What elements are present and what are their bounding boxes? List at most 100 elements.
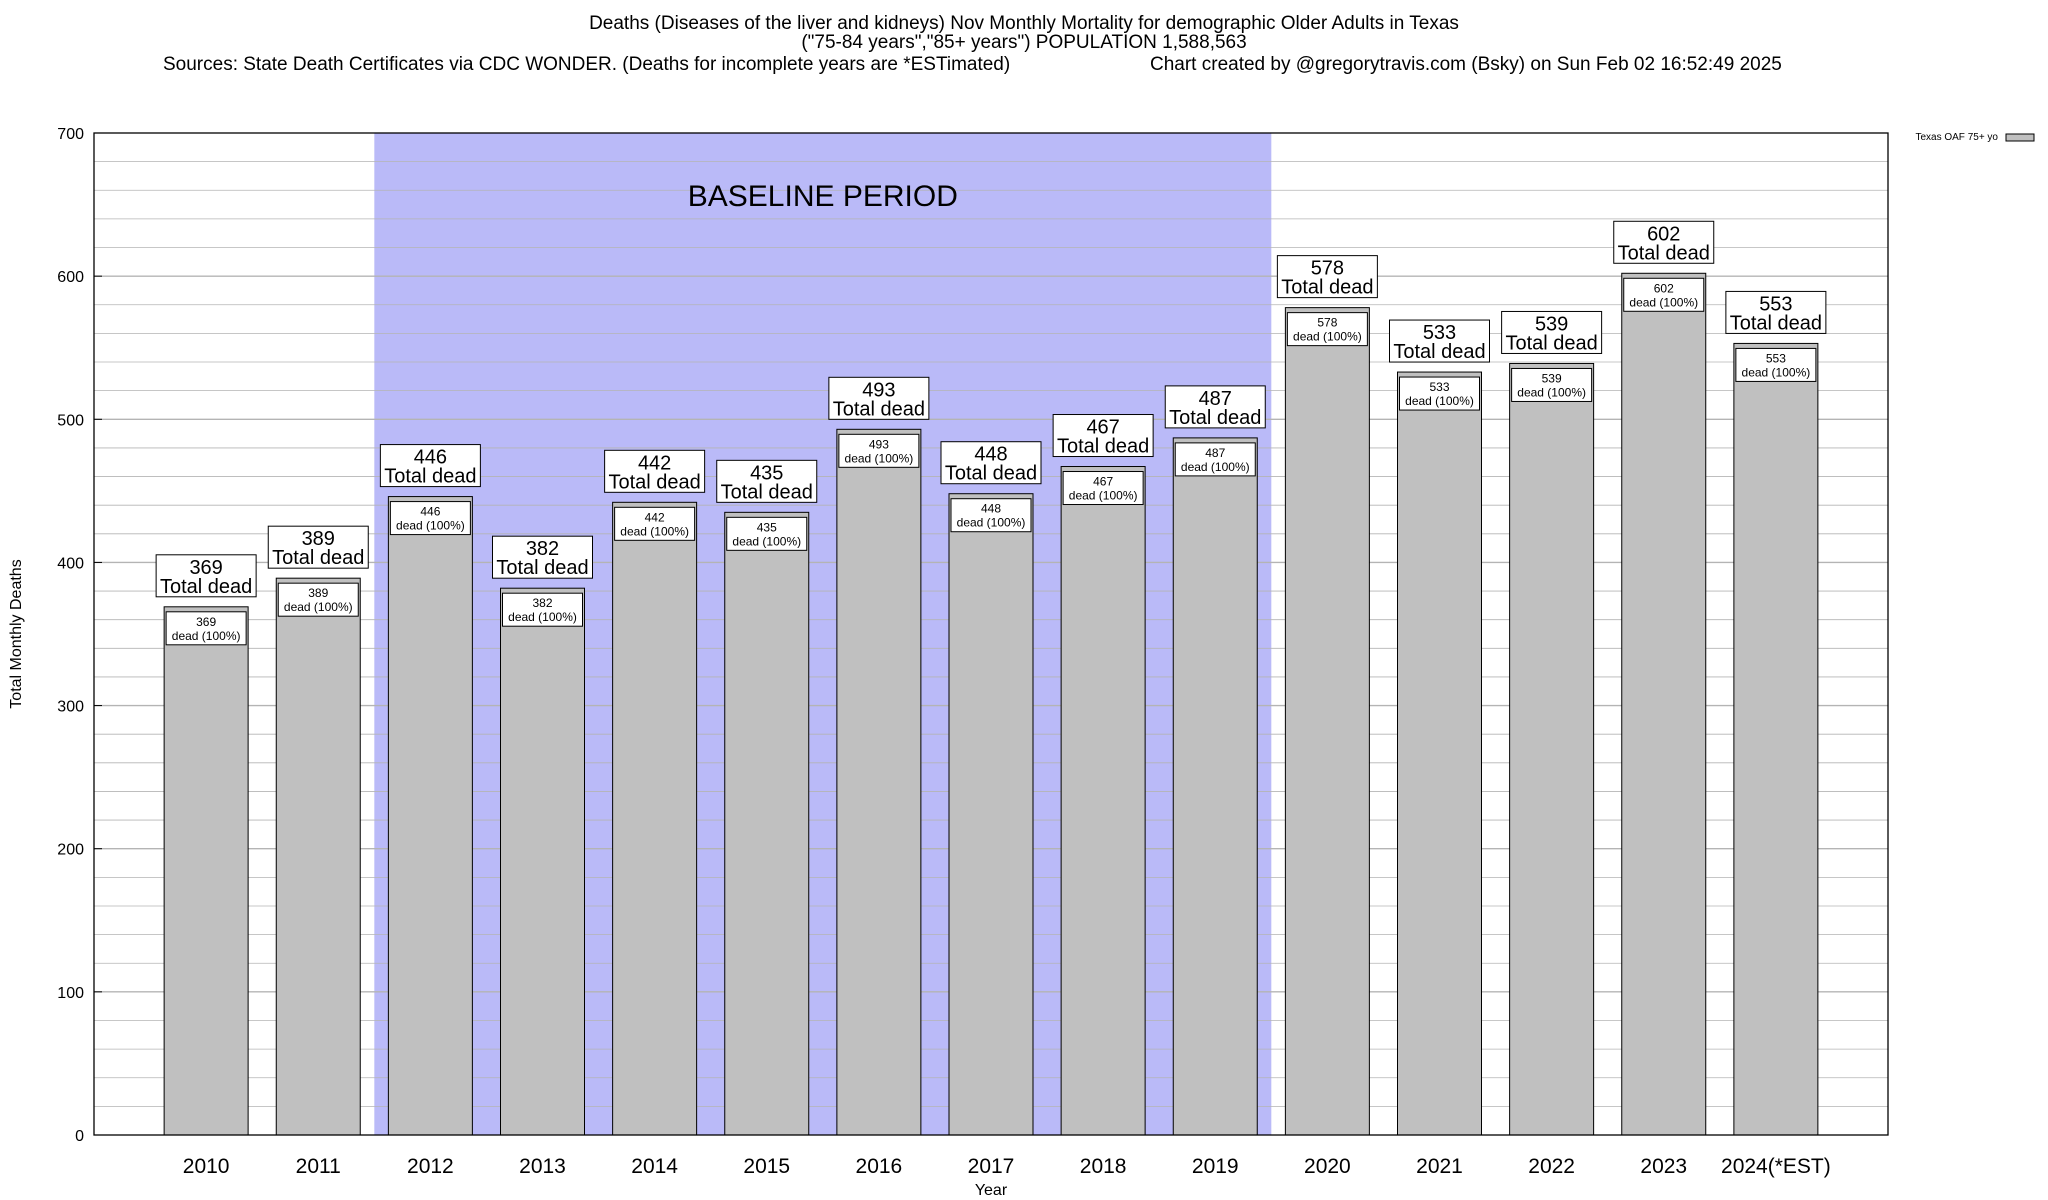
total-label-box xyxy=(267,525,369,569)
total-value-label: 578 xyxy=(1311,258,1344,280)
y-tick-label: 100 xyxy=(57,985,84,1002)
inner-percent-label: dead (100%) xyxy=(620,524,689,538)
inner-percent-label: dead (100%) xyxy=(1517,385,1586,399)
bar xyxy=(1733,342,1819,1136)
total-label-box xyxy=(940,441,1042,485)
y-tick-label: 200 xyxy=(57,842,84,859)
total-label-box xyxy=(1052,414,1154,458)
inner-label-box xyxy=(1511,367,1593,402)
sources-note: Sources: State Death Certificates via CD… xyxy=(163,54,1011,75)
bar xyxy=(836,428,922,1136)
x-tick-label: 2018 xyxy=(1080,1155,1127,1178)
total-text-label: Total dead xyxy=(1169,407,1261,429)
total-text-label: Total dead xyxy=(272,547,364,569)
bar xyxy=(612,501,698,1136)
credit-note: Chart created by @gregorytravis.com (Bsk… xyxy=(1150,54,1782,75)
y-tick-label: 400 xyxy=(57,555,84,572)
inner-label-box xyxy=(1062,471,1144,506)
inner-value-label: 446 xyxy=(420,505,440,519)
x-tick-label: 2021 xyxy=(1416,1155,1463,1178)
bar xyxy=(1509,362,1595,1136)
total-value-label: 533 xyxy=(1423,322,1456,344)
inner-label-box xyxy=(1399,376,1480,411)
inner-value-label: 553 xyxy=(1766,351,1786,365)
total-value-label: 539 xyxy=(1535,313,1568,335)
inner-value-label: 539 xyxy=(1542,371,1562,385)
plot-frame xyxy=(93,132,1889,1136)
total-text-label: Total dead xyxy=(1618,242,1710,264)
total-label-box xyxy=(379,444,481,488)
inner-value-label: 487 xyxy=(1205,446,1225,460)
total-value-label: 442 xyxy=(638,452,671,474)
inner-value-label: 382 xyxy=(532,596,552,610)
total-text-label: Total dead xyxy=(608,471,700,493)
total-label-box xyxy=(828,376,930,420)
inner-percent-label: dead (100%) xyxy=(1405,394,1474,408)
y-tick-label: 0 xyxy=(75,1128,84,1145)
x-tick-label: 2023 xyxy=(1640,1155,1687,1178)
total-text-label: Total dead xyxy=(1393,341,1485,363)
inner-value-label: 369 xyxy=(196,615,216,629)
total-value-label: 435 xyxy=(750,462,783,484)
total-text-label: Total dead xyxy=(496,557,588,579)
x-axis-title: Year xyxy=(975,1182,1008,1199)
inner-value-label: 578 xyxy=(1317,316,1337,330)
title-line-2: ("75-84 years","85+ years") POPULATION 1… xyxy=(801,32,1247,53)
y-axis-title: Total Monthly Deaths xyxy=(8,559,25,708)
total-label-box xyxy=(604,449,706,493)
inner-percent-label: dead (100%) xyxy=(396,519,465,533)
total-text-label: Total dead xyxy=(1057,436,1149,458)
total-label-box xyxy=(1613,220,1715,264)
inner-percent-label: dead (100%) xyxy=(284,600,353,614)
x-tick-label: 2014 xyxy=(631,1155,678,1178)
total-label-box xyxy=(1276,255,1378,299)
legend-label: Texas OAF 75+ yo xyxy=(1915,132,1998,143)
total-value-label: 369 xyxy=(189,557,222,579)
inner-percent-label: dead (100%) xyxy=(1293,330,1362,344)
y-tick-label: 700 xyxy=(57,126,84,143)
total-value-label: 389 xyxy=(302,528,335,550)
total-value-label: 448 xyxy=(974,444,1007,466)
inner-value-label: 448 xyxy=(981,502,1001,516)
x-tick-label: 2010 xyxy=(183,1155,230,1178)
total-value-label: 467 xyxy=(1086,417,1119,439)
legend-swatch xyxy=(2005,133,2035,142)
bar xyxy=(1060,466,1146,1136)
total-label-box xyxy=(1501,310,1603,354)
inner-value-label: 533 xyxy=(1429,380,1449,394)
chart-title: Deaths (Diseases of the liver and kidney… xyxy=(0,14,2048,52)
inner-value-label: 435 xyxy=(757,520,777,534)
y-tick-label: 600 xyxy=(57,269,84,286)
inner-label-box xyxy=(277,582,359,617)
total-text-label: Total dead xyxy=(833,398,925,420)
x-tick-label: 2015 xyxy=(743,1155,790,1178)
total-value-label: 602 xyxy=(1647,223,1680,245)
total-text-label: Total dead xyxy=(1730,312,1822,334)
bar xyxy=(948,493,1034,1136)
inner-label-box xyxy=(165,611,247,646)
x-tick-label: 2019 xyxy=(1192,1155,1239,1178)
inner-percent-label: dead (100%) xyxy=(845,451,914,465)
inner-value-label: 602 xyxy=(1654,281,1674,295)
inner-percent-label: dead (100%) xyxy=(1742,365,1811,379)
x-tick-label: 2022 xyxy=(1528,1155,1575,1178)
total-text-label: Total dead xyxy=(160,576,252,598)
total-text-label: Total dead xyxy=(945,463,1037,485)
total-value-label: 487 xyxy=(1199,388,1232,410)
x-tick-label: 2012 xyxy=(407,1155,454,1178)
total-label-box xyxy=(1725,290,1827,334)
total-label-box xyxy=(716,459,818,503)
inner-percent-label: dead (100%) xyxy=(1181,460,1250,474)
total-value-label: 553 xyxy=(1759,293,1792,315)
x-tick-label: 2020 xyxy=(1304,1155,1351,1178)
inner-label-box xyxy=(1286,312,1368,347)
bar xyxy=(1397,371,1482,1136)
bar xyxy=(724,511,810,1136)
x-tick-label: 2016 xyxy=(856,1155,903,1178)
inner-label-box xyxy=(950,498,1032,533)
total-label-box xyxy=(492,535,593,579)
inner-percent-label: dead (100%) xyxy=(1069,489,1138,503)
inner-label-box xyxy=(502,592,583,627)
y-tick-label: 300 xyxy=(57,699,84,716)
